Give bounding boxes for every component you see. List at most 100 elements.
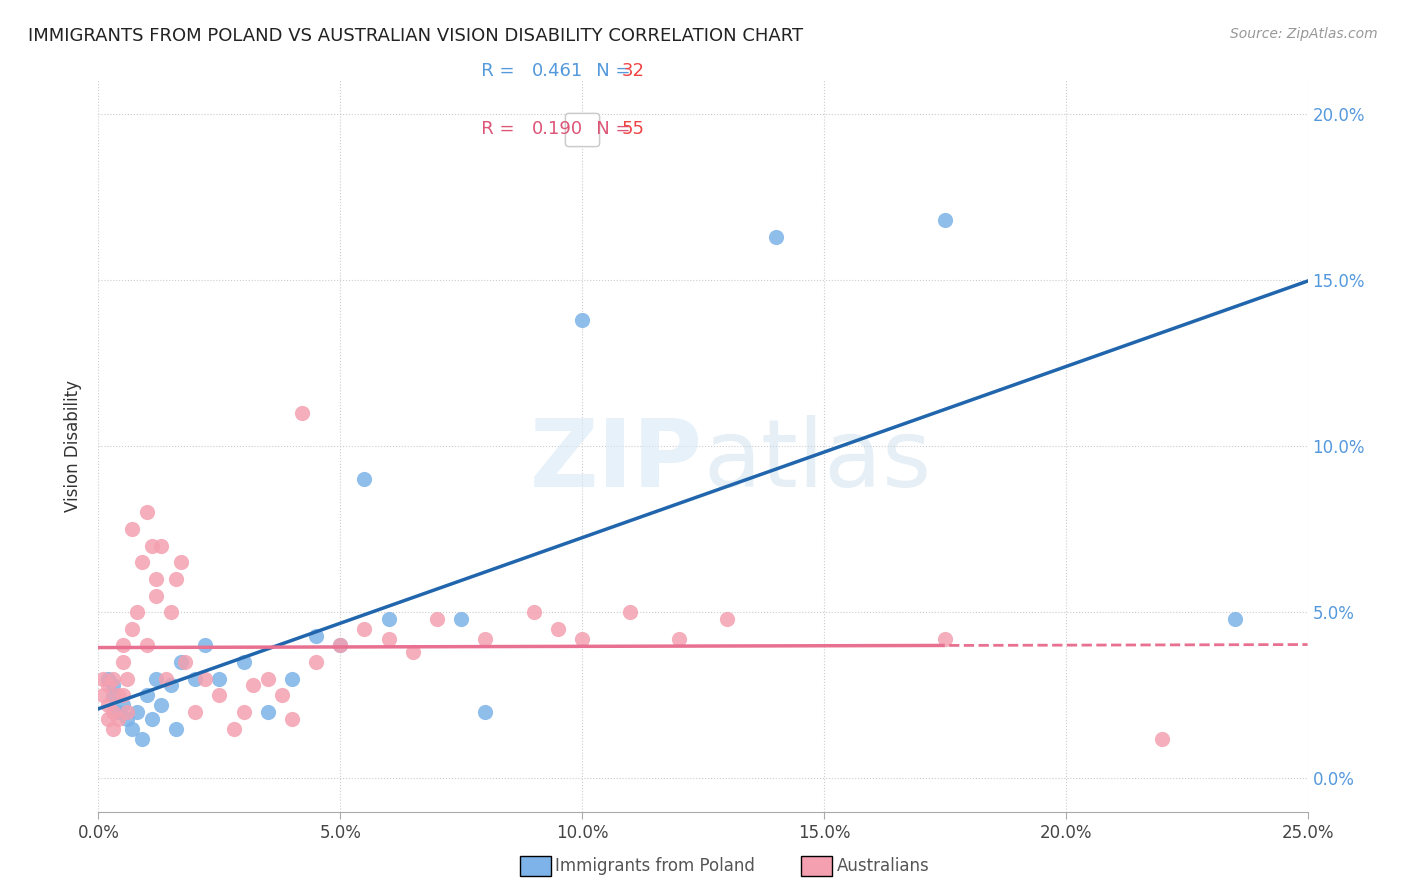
Point	[281, 712, 304, 726]
Point	[716, 612, 738, 626]
Point	[117, 672, 139, 686]
Point	[208, 672, 231, 686]
Point	[222, 722, 245, 736]
Y-axis label: Vision Disability: Vision Disability	[65, 380, 83, 512]
Point	[135, 639, 157, 653]
Point	[121, 622, 143, 636]
Text: Immigrants from Poland: Immigrants from Poland	[555, 857, 755, 875]
Point	[329, 639, 352, 653]
Point	[145, 572, 167, 586]
Point	[402, 645, 425, 659]
Point	[127, 605, 149, 619]
Text: R =: R =	[464, 62, 520, 80]
Point	[450, 612, 472, 626]
Point	[91, 689, 114, 703]
Point	[131, 731, 153, 746]
Point	[256, 705, 278, 719]
Point	[377, 632, 399, 646]
Point	[1152, 731, 1174, 746]
Point	[934, 213, 956, 227]
Point	[111, 698, 134, 713]
Point	[155, 672, 177, 686]
Point	[169, 555, 191, 569]
Point	[232, 655, 254, 669]
Point	[101, 705, 124, 719]
Point	[353, 622, 375, 636]
Point	[426, 612, 449, 626]
Point	[165, 572, 187, 586]
Point	[117, 712, 139, 726]
Point	[127, 705, 149, 719]
Point	[765, 229, 787, 244]
Point	[377, 612, 399, 626]
Point	[305, 655, 328, 669]
Point	[111, 655, 134, 669]
Point	[107, 689, 129, 703]
Point	[97, 672, 120, 686]
Point	[141, 539, 163, 553]
Point	[668, 632, 690, 646]
Point	[184, 672, 207, 686]
Text: IMMIGRANTS FROM POLAND VS AUSTRALIAN VISION DISABILITY CORRELATION CHART: IMMIGRANTS FROM POLAND VS AUSTRALIAN VIS…	[28, 27, 803, 45]
Point	[242, 678, 264, 692]
Point	[111, 639, 134, 653]
Text: Source: ZipAtlas.com: Source: ZipAtlas.com	[1230, 27, 1378, 41]
Text: 55: 55	[621, 120, 644, 138]
Point	[117, 705, 139, 719]
Point	[474, 705, 496, 719]
Point	[256, 672, 278, 686]
Text: R =: R =	[464, 120, 520, 138]
Point	[121, 722, 143, 736]
Point	[571, 632, 593, 646]
Point	[97, 678, 120, 692]
Text: N =: N =	[579, 62, 637, 80]
Point	[208, 689, 231, 703]
Point	[474, 632, 496, 646]
Point	[101, 678, 124, 692]
Text: ZIP: ZIP	[530, 415, 703, 507]
Point	[91, 672, 114, 686]
Point	[194, 672, 217, 686]
Point	[141, 712, 163, 726]
Point	[160, 678, 183, 692]
Point	[1223, 612, 1246, 626]
Legend: 	[565, 112, 599, 146]
Point	[523, 605, 546, 619]
Point	[135, 689, 157, 703]
Point	[97, 712, 120, 726]
Text: 0.461: 0.461	[531, 62, 582, 80]
Point	[101, 722, 124, 736]
Point	[547, 622, 569, 636]
Point	[121, 522, 143, 536]
Point	[290, 406, 312, 420]
Point	[619, 605, 641, 619]
Text: 0.190: 0.190	[531, 120, 582, 138]
Point	[184, 705, 207, 719]
Point	[353, 472, 375, 486]
Point	[107, 705, 129, 719]
Point	[165, 722, 187, 736]
Point	[111, 689, 134, 703]
Point	[281, 672, 304, 686]
Point	[271, 689, 294, 703]
Point	[571, 312, 593, 326]
Point	[150, 539, 173, 553]
Point	[150, 698, 173, 713]
Point	[232, 705, 254, 719]
Text: 32: 32	[621, 62, 644, 80]
Point	[305, 628, 328, 642]
Point	[174, 655, 197, 669]
Point	[145, 672, 167, 686]
Point	[160, 605, 183, 619]
Point	[97, 698, 120, 713]
Point	[101, 689, 124, 703]
Point	[194, 639, 217, 653]
Point	[107, 712, 129, 726]
Text: atlas: atlas	[703, 415, 931, 507]
Point	[131, 555, 153, 569]
Point	[169, 655, 191, 669]
Point	[145, 589, 167, 603]
Text: Australians: Australians	[837, 857, 929, 875]
Point	[934, 632, 956, 646]
Point	[135, 506, 157, 520]
